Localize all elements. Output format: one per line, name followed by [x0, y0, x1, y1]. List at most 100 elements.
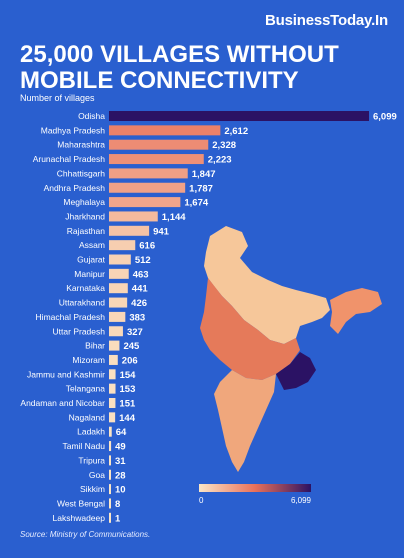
- bar-label: Tamil Nadu: [62, 441, 105, 451]
- bar-label: Gujarat: [77, 255, 106, 265]
- bar-label: Uttar Pradesh: [53, 326, 106, 336]
- bar-value-label: 28: [115, 470, 126, 481]
- bar: [109, 340, 120, 351]
- bar-value-label: 327: [127, 327, 143, 338]
- bar: [109, 326, 123, 337]
- bar-label: Maharashtra: [57, 140, 105, 150]
- legend-gradient-bar: [199, 484, 311, 492]
- bar: [109, 240, 136, 251]
- bar-value-label: 31: [115, 456, 126, 467]
- bar: [109, 125, 221, 136]
- bar: [109, 154, 204, 165]
- source-note: Source: Ministry of Communications.: [20, 530, 151, 539]
- bar-label: Andaman and Nicobar: [20, 398, 105, 408]
- map-central-region: [200, 278, 300, 380]
- bar-label: Manipur: [74, 269, 105, 279]
- bar-value-label: 383: [129, 312, 145, 323]
- bar: [109, 311, 126, 322]
- bar-value-label: 245: [123, 341, 140, 352]
- bar: [109, 268, 129, 279]
- map-northeast-region: [330, 288, 382, 334]
- bar-value-label: 1,787: [189, 183, 213, 194]
- bar: [109, 398, 116, 408]
- chart-subtitle: Number of villages: [20, 93, 95, 103]
- legend-min-label: 0: [199, 496, 204, 505]
- bar: [109, 412, 116, 423]
- bar: [109, 297, 128, 308]
- bar-label: Nagaland: [69, 412, 106, 422]
- map-odisha: [276, 352, 316, 390]
- bar-value-label: 206: [122, 355, 138, 366]
- bar-value-label: 2,223: [208, 155, 232, 166]
- bar-label: Lakshwadeep: [53, 513, 106, 523]
- map-south-region: [214, 370, 276, 472]
- bar-label: Ladakh: [77, 427, 105, 437]
- bar-value-label: 1,144: [162, 212, 186, 223]
- bar-label: Sikkim: [80, 484, 105, 494]
- bar-label: Jammu and Kashmir: [27, 369, 105, 379]
- bar-label: Odisha: [78, 111, 105, 121]
- bar: [109, 283, 128, 294]
- bar-value-label: 1: [115, 513, 121, 524]
- bar-label: Tripura: [78, 455, 105, 465]
- bar: [109, 469, 111, 480]
- bar-series: Odisha 6,099 Madhya Pradesh 2,612 Maharashtr…: [20, 111, 397, 524]
- brand-logo: BusinessToday.In: [265, 12, 388, 29]
- bar-value-label: 8: [115, 499, 120, 510]
- bar: [109, 111, 369, 121]
- bar: [109, 254, 131, 265]
- bar-label: Bihar: [85, 341, 105, 351]
- bar: [109, 369, 116, 380]
- bar-value-label: 151: [119, 399, 136, 410]
- bar: [109, 168, 188, 179]
- bar: [109, 498, 111, 509]
- bar-label: Andhra Pradesh: [44, 183, 106, 193]
- bar-label: Arunachal Pradesh: [33, 154, 106, 164]
- bar-value-label: 2,612: [224, 126, 248, 137]
- bar: [109, 441, 112, 452]
- bar-value-label: 144: [119, 413, 136, 424]
- bar: [109, 383, 116, 394]
- bar: [109, 354, 118, 365]
- bar-label: Uttarakhand: [59, 298, 106, 308]
- bar-value-label: 2,328: [212, 140, 236, 151]
- bar: [109, 225, 150, 236]
- bar: [109, 455, 111, 466]
- bar: [109, 211, 158, 222]
- bar-label: West Bengal: [57, 498, 105, 508]
- bar-value-label: 426: [131, 298, 147, 309]
- bar-label: Meghalaya: [63, 197, 105, 207]
- color-legend: 0 6,099: [199, 484, 312, 505]
- chart-title: 25,000 VILLAGES WITHOUT MOBILE CONNECTIV…: [20, 41, 339, 94]
- bar-value-label: 10: [115, 485, 126, 496]
- bar: [109, 512, 111, 523]
- bar-label: Himachal Pradesh: [36, 312, 106, 322]
- bar-value-label: 64: [116, 427, 127, 438]
- bar-label: Madhya Pradesh: [41, 125, 106, 135]
- bar: [109, 182, 186, 193]
- bar: [109, 139, 209, 150]
- bar-value-label: 441: [132, 284, 149, 295]
- bar: [109, 197, 181, 208]
- bar-value-label: 1,674: [184, 198, 208, 209]
- bar-value-label: 616: [139, 241, 155, 252]
- bar-label: Mizoram: [72, 355, 105, 365]
- bar-value-label: 153: [120, 384, 136, 395]
- bar: [109, 484, 111, 495]
- bar-value-label: 463: [133, 269, 149, 280]
- india-map-illustration: [200, 226, 382, 472]
- bar-label: Karnataka: [66, 283, 105, 293]
- map-north-region: [204, 226, 330, 344]
- bar-label: Telangana: [66, 384, 106, 394]
- bar-value-label: 154: [120, 370, 137, 381]
- bar-label: Goa: [89, 470, 105, 480]
- legend-max-label: 6,099: [291, 496, 312, 505]
- bar-label: Rajasthan: [67, 226, 106, 236]
- bar-label: Jharkhand: [65, 211, 105, 221]
- bar-value-label: 941: [153, 226, 170, 237]
- bar-value-label: 49: [115, 442, 126, 453]
- bar-label: Assam: [79, 240, 105, 250]
- bar-value-label: 512: [135, 255, 151, 266]
- bar: [109, 426, 112, 437]
